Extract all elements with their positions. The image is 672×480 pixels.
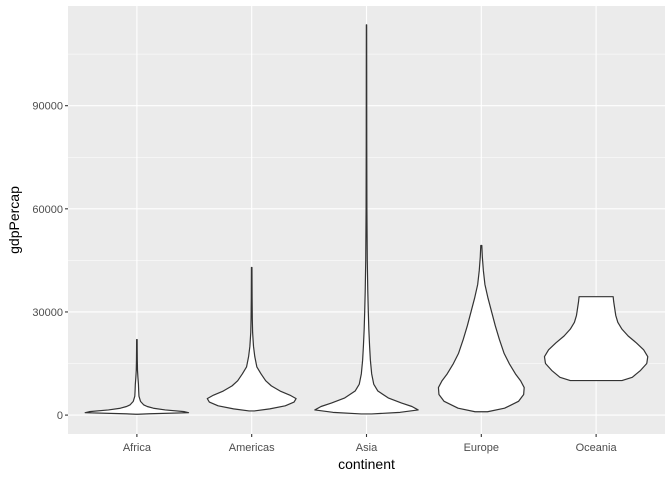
y-tick-label: 90000: [32, 101, 63, 113]
y-tick-label: 30000: [32, 307, 63, 319]
x-axis-title: continent: [338, 456, 395, 472]
x-axis-ticks: Africa Americas Asia Europe Oceania: [123, 434, 618, 454]
violins: [84, 24, 649, 415]
y-tick-label: 0: [57, 410, 63, 422]
y-tick-label: 60000: [32, 204, 63, 216]
x-tick-label: Europe: [464, 442, 499, 454]
x-tick-label: Oceania: [576, 442, 618, 454]
x-tick-label: Asia: [356, 442, 378, 454]
x-tick-label: Americas: [229, 442, 275, 454]
violin-asia: [314, 24, 419, 415]
y-axis-title: gdpPercap: [6, 186, 22, 254]
violin-americas: [206, 266, 297, 412]
violin-africa: [84, 339, 190, 415]
violin-oceania: [543, 296, 649, 382]
y-axis-ticks: 0 30000 60000 90000: [32, 101, 68, 422]
x-tick-label: Africa: [123, 442, 152, 454]
violin-europe: [437, 244, 525, 413]
